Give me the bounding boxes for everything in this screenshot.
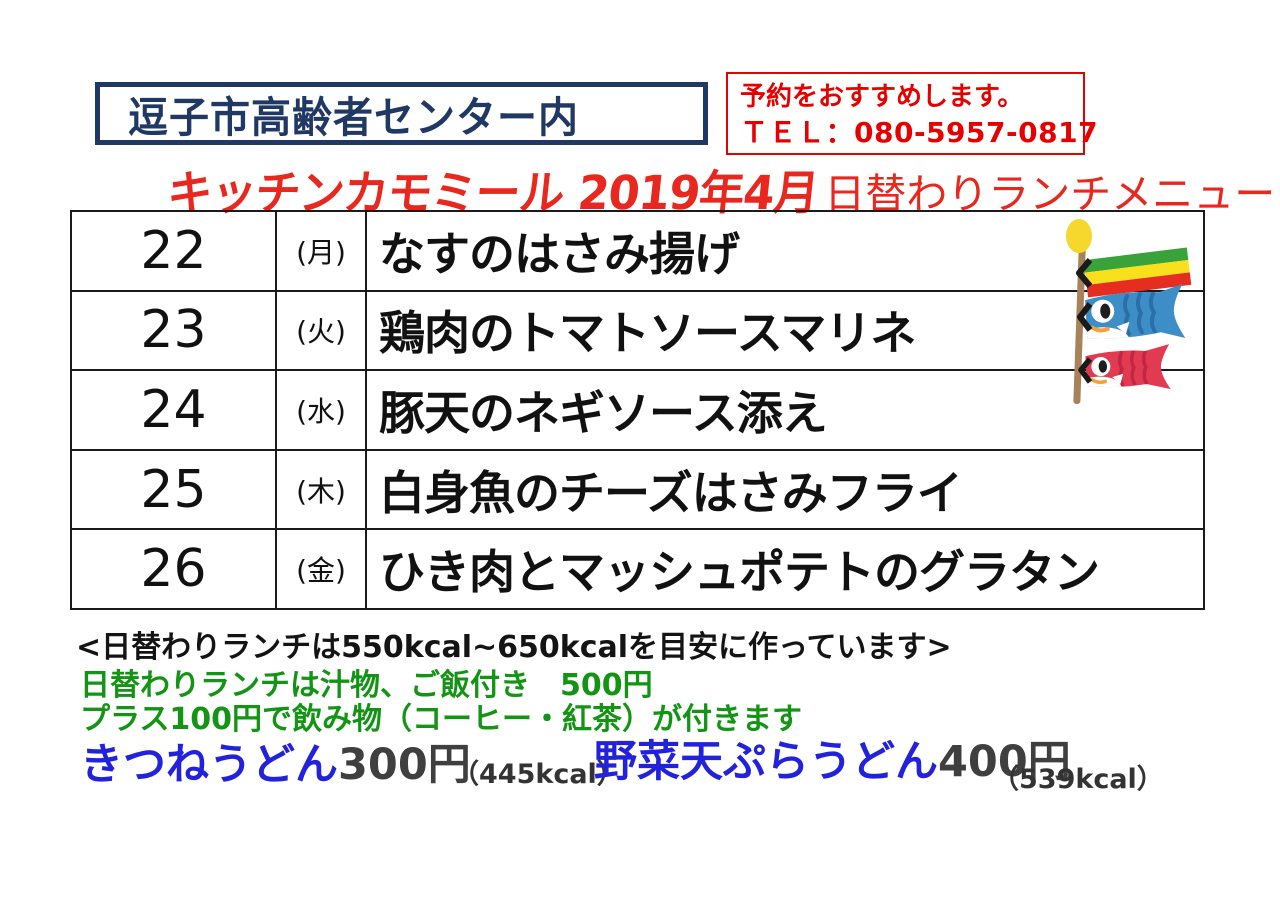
day-cell: (金) bbox=[275, 528, 367, 610]
day-cell: (月) bbox=[275, 210, 367, 292]
dish-cell: ひき肉とマッシュポテトのグラタン bbox=[365, 528, 1205, 610]
table-row: 23 (火) 鶏肉のトマトソースマリネ bbox=[70, 289, 1205, 372]
kitsune-udon-name: きつねうどん bbox=[80, 740, 338, 790]
kitsune-udon-price: 300円 bbox=[338, 740, 471, 790]
day-cell: (火) bbox=[275, 289, 367, 372]
tempura-udon-kcal: （539kcal） bbox=[992, 764, 1164, 795]
dish-cell: 白身魚のチーズはさみフライ bbox=[365, 448, 1205, 531]
dish-cell: なすのはさみ揚げ bbox=[365, 210, 1205, 292]
table-row: 22 (月) なすのはさみ揚げ bbox=[70, 210, 1205, 292]
date-cell: 26 bbox=[70, 528, 277, 610]
reservation-text: 予約をおすすめします。 bbox=[740, 82, 1024, 112]
kitsune-udon-item: きつねうどん300円 bbox=[80, 730, 471, 792]
table-row: 24 (水) 豚天のネギソース添え bbox=[70, 369, 1205, 451]
title-menu-label: 日替わりランチメニュー bbox=[824, 170, 1276, 218]
page-title: キッチンカモミール 2019年4月 日替わりランチメニュー bbox=[165, 156, 1276, 221]
menu-table: 22 (月) なすのはさみ揚げ 23 (火) 鶏肉のトマトソースマリネ 24 (… bbox=[70, 210, 1205, 610]
table-row: 25 (木) 白身魚のチーズはさみフライ bbox=[70, 448, 1205, 531]
reservation-notice: 予約をおすすめします。 ＴＥＬ：080-5957-0817 bbox=[726, 72, 1099, 155]
kitsune-udon-kcal: （445kcal） bbox=[452, 759, 624, 790]
location-banner: 逗子市高齢者センター内 bbox=[95, 82, 708, 145]
calorie-guideline-note: <日替わりランチは550kcal~650kcalを目安に作っています> bbox=[76, 630, 952, 665]
date-cell: 22 bbox=[70, 210, 277, 292]
drink-option-note: プラス100円で飲み物（コーヒー・紅茶）が付きます bbox=[80, 702, 803, 737]
tempura-udon-price: 400円 bbox=[938, 737, 1071, 787]
day-cell: (水) bbox=[275, 369, 367, 451]
reservation-phone: ＴＥＬ：080-5957-0817 bbox=[740, 115, 1099, 149]
date-cell: 25 bbox=[70, 448, 277, 531]
table-row: 26 (金) ひき肉とマッシュポテトのグラタン bbox=[70, 528, 1205, 610]
dish-cell: 鶏肉のトマトソースマリネ bbox=[365, 289, 1205, 372]
date-cell: 23 bbox=[70, 289, 277, 372]
date-cell: 24 bbox=[70, 369, 277, 451]
day-cell: (木) bbox=[275, 448, 367, 531]
tempura-udon-item: 野菜天ぷらうどん400円 bbox=[594, 727, 1071, 789]
tempura-udon-name: 野菜天ぷらうどん bbox=[594, 737, 938, 787]
lunch-price-note: 日替わりランチは汁物、ご飯付き 500円 bbox=[80, 668, 653, 703]
dish-cell: 豚天のネギソース添え bbox=[365, 369, 1205, 451]
location-text: 逗子市高齢者センター内 bbox=[128, 93, 579, 142]
